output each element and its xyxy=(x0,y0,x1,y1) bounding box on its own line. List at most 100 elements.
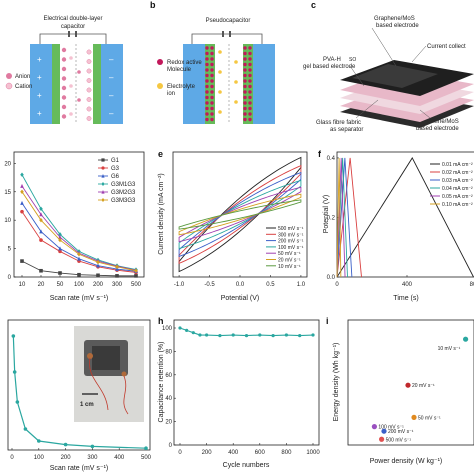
redox-particle xyxy=(243,90,247,94)
panel-i-chart: i 10 mV s⁻¹ 20 mV s⁻¹ 50 mV s⁻¹ 100 mV s⁻¹2… xyxy=(326,316,474,465)
panel-b-schematic: b Pseudocapacitor Redox active Molecule … xyxy=(150,0,275,124)
panel-g-data-point xyxy=(144,446,148,451)
redox-particle xyxy=(243,112,247,116)
panel-g-xtick-label: 0 xyxy=(10,455,14,461)
stack-label-top-sub: based electrode xyxy=(376,23,419,29)
panel-e-xlabel: Potential (V) xyxy=(221,295,260,302)
redox-particle xyxy=(210,106,214,111)
panel-d-data-point xyxy=(20,172,24,177)
panel-h-data-point xyxy=(178,326,182,330)
panel-f-xlabel: Time (s) xyxy=(393,295,418,302)
redox-particle xyxy=(243,57,247,61)
panel-d-xtick-label: 100 xyxy=(74,282,85,288)
svg-text:+: + xyxy=(37,91,42,100)
redox-particle xyxy=(205,73,209,78)
redox-particle xyxy=(210,73,214,78)
panel-f-series xyxy=(336,157,474,278)
redox-particle xyxy=(205,106,209,111)
panel-letter-h: h xyxy=(158,316,164,326)
panel-f-legend-label: 0.01 mA cm⁻² xyxy=(442,162,473,168)
panel-h-xtick-label: 1000 xyxy=(306,450,320,456)
panel-d-data-point xyxy=(58,246,62,251)
edlc-left-electrode xyxy=(30,44,52,124)
panel-h-data-point xyxy=(271,334,275,338)
redox-particle xyxy=(210,46,214,50)
edlc-ions xyxy=(61,47,92,121)
redox-particle xyxy=(210,95,214,100)
redox-particle xyxy=(248,90,252,94)
redox-particle xyxy=(205,51,209,56)
panel-h-xtick-label: 400 xyxy=(228,450,239,456)
pseudo-left-layer xyxy=(205,44,215,124)
redox-particle xyxy=(243,62,247,67)
photo-wire-right xyxy=(123,375,129,415)
redox-particle xyxy=(243,101,247,105)
edlc-anion-particle xyxy=(61,104,67,110)
redox-particle xyxy=(248,117,252,122)
edlc-cation-particle xyxy=(86,87,92,93)
panel-e-legend-label: 500 mV s⁻¹ xyxy=(278,226,304,232)
electrolyte-ion-particle xyxy=(234,80,238,84)
panel-d-legend-marker xyxy=(101,198,105,202)
panel-d-data-point xyxy=(96,260,100,265)
redox-particle xyxy=(205,84,209,89)
panel-d-xtick-label: 200 xyxy=(93,282,104,288)
redox-particle xyxy=(243,51,247,56)
panel-i-frame xyxy=(347,319,474,446)
edlc-anion-particle xyxy=(61,114,67,119)
redox-particle xyxy=(243,117,247,122)
panel-d-data-point xyxy=(115,274,119,278)
edlc-bulk-particle xyxy=(69,112,73,116)
edlc-left-layer xyxy=(52,44,60,124)
redox-particle xyxy=(248,62,252,67)
redox-particle xyxy=(248,101,252,105)
device-photo: 1 cm xyxy=(74,326,144,422)
stack-current-collector xyxy=(352,64,438,88)
edlc-cation-particle xyxy=(86,68,92,74)
panel-e-xtick-label: -1.0 xyxy=(174,282,185,288)
panel-letter-c: c xyxy=(311,0,316,10)
panel-c-schematic: c Graphene/MoS based electrode Current c… xyxy=(303,0,474,133)
panel-d-data-point xyxy=(39,238,43,242)
panel-h-data-point xyxy=(258,333,262,337)
stack-label-gel-sub: gel based electrode xyxy=(303,64,356,70)
panel-d-data-point xyxy=(39,206,43,212)
edlc-title-line1: Electrical double-layer xyxy=(43,16,102,22)
panel-e-ylabel: Current density (mA cm⁻²) xyxy=(158,173,165,255)
panel-h-xtick-label: 0 xyxy=(178,450,182,456)
panel-f-ytick-label: 0.4 xyxy=(327,156,336,162)
redox-particle xyxy=(243,95,247,100)
edlc-battery-plate-1 xyxy=(68,31,70,37)
edlc-right-electrode xyxy=(101,44,123,124)
svg-text:–: – xyxy=(109,73,114,82)
panel-d-data-point xyxy=(58,249,62,254)
panel-h-data-point xyxy=(198,333,202,337)
edlc-cation-particle xyxy=(86,49,92,55)
redox-particle xyxy=(248,68,252,72)
panel-d-data-point xyxy=(134,268,138,273)
redox-particle xyxy=(243,73,247,78)
panel-d-legend-marker xyxy=(101,190,105,194)
svg-text:–: – xyxy=(109,91,114,100)
panel-e-legend-label: 100 mV s⁻¹ xyxy=(278,245,304,251)
pseudo-battery-plate-1 xyxy=(222,31,224,37)
panel-g-data-point xyxy=(37,439,41,443)
stack-pointer-separator xyxy=(355,99,379,119)
panel-f-xtick-label: 0 xyxy=(335,282,339,288)
panel-i-xlabel: Power density (W kg⁻¹) xyxy=(370,458,443,465)
panel-h-data-point xyxy=(185,328,189,332)
panel-f-gcd-curve xyxy=(336,157,342,278)
redox-particle xyxy=(248,51,252,56)
edlc-minus-signs: – – – – xyxy=(109,55,114,118)
redox-particle xyxy=(205,79,209,83)
cation-legend-marker xyxy=(5,82,13,90)
electrolyte-ion-particle xyxy=(218,70,222,74)
panel-i-data-point xyxy=(405,382,411,388)
panel-g-xtick-label: 100 xyxy=(34,455,45,461)
panel-d-data-point xyxy=(20,189,24,194)
stack-label-separator: Glass fibre fabric xyxy=(316,120,361,126)
panel-d-legend-marker xyxy=(101,182,105,186)
panel-h-data-point xyxy=(298,334,302,338)
panel-e-xtick-label: 1.0 xyxy=(297,282,306,288)
panel-d-legend-label: G3M1G3 xyxy=(111,182,136,188)
